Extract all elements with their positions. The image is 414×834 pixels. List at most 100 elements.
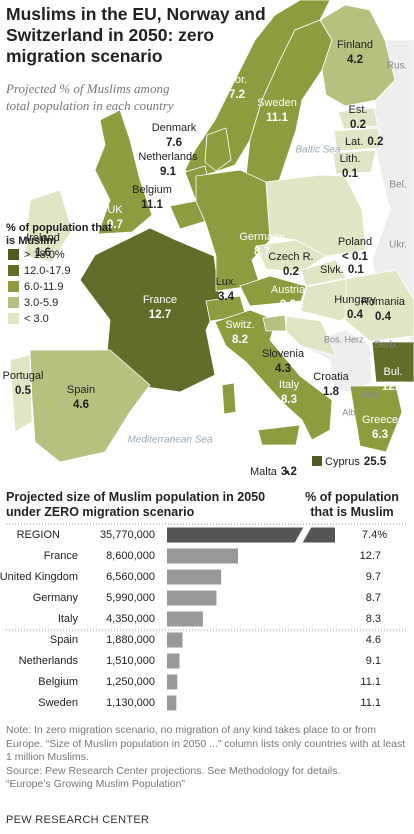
pct-label: 9.7: [366, 571, 381, 583]
value-label: 1,130,000: [106, 697, 155, 709]
pct-column-title: % of population that is Muslim: [305, 490, 399, 519]
country-value: 25.5: [364, 456, 387, 468]
country-name: Lat.: [345, 136, 363, 148]
pct-label: 7.4%: [362, 529, 387, 541]
pct-label: 11.1: [360, 676, 381, 688]
uk: [94, 109, 153, 235]
sardinia: [221, 382, 237, 415]
title: Muslims in the EU, Norway and Switzerlan…: [6, 4, 266, 66]
country-name: Finland: [337, 39, 373, 51]
country-name: Est.: [349, 104, 368, 116]
greece: [349, 385, 403, 453]
value-label: 4,350,000: [106, 613, 155, 625]
note: Note: In zero migration scenario, no mig…: [6, 724, 406, 763]
value-label: 1,880,000: [106, 634, 155, 646]
country-value: 8.2: [232, 334, 248, 346]
country-name: Netherlands: [138, 151, 198, 163]
country-name: Nor.: [227, 74, 247, 86]
country-value: 0.2: [283, 266, 299, 278]
pct-label: 8.3: [366, 613, 381, 625]
country-value: 4.3: [275, 363, 291, 375]
country-name: Portugal: [3, 370, 44, 382]
estonia: [337, 107, 379, 130]
portugal: [9, 354, 33, 433]
country-value: 0.5: [15, 385, 32, 397]
country-value: 0.2: [350, 119, 366, 131]
row-label: France: [44, 550, 78, 562]
country-name: Germany: [239, 231, 285, 243]
slovenia: [262, 314, 287, 332]
country-value: 8.7: [254, 246, 270, 258]
footer: PEW RESEARCH CENTER: [6, 814, 150, 826]
country-name: Spain: [67, 384, 95, 396]
country-value: 1.8: [323, 386, 340, 398]
country-name: Czech R.: [268, 251, 313, 263]
bar: [167, 527, 335, 543]
legend-label: > 18.0%: [24, 249, 65, 261]
country-name: Italy: [279, 379, 300, 391]
row-label: Sweden: [38, 697, 78, 709]
country-name: Slovenia: [262, 348, 305, 360]
denmark: [204, 127, 232, 172]
legend-label: 6.0-11.9: [24, 281, 64, 293]
value-label: 1,510,000: [106, 655, 155, 667]
country-value: 9.3: [280, 299, 296, 311]
sicily: [257, 424, 301, 446]
country-value: 4.6: [73, 399, 89, 411]
bar: [167, 674, 178, 690]
legend-swatch: [8, 313, 19, 324]
region-label: Bel.: [389, 180, 406, 191]
country-name: UK: [107, 204, 123, 216]
region-label: Rus.: [387, 61, 408, 72]
legend-swatch: [8, 265, 19, 276]
value-label: 5,990,000: [106, 592, 155, 604]
region-label: Alb.: [342, 407, 358, 417]
region-label: Mac.: [361, 390, 383, 401]
country-value: 3.4: [218, 291, 235, 303]
row-label: Spain: [50, 634, 78, 646]
region-label: Baltic Sea: [295, 145, 340, 156]
country-value: 0.4: [375, 311, 392, 323]
legend-swatch: [8, 297, 19, 308]
country-name: Lux.: [216, 276, 237, 288]
country-name: Sweden: [257, 97, 297, 109]
country-value: < 0.1: [342, 251, 369, 263]
source: Source: Pew Research Center projections.…: [6, 764, 341, 777]
country-name: Romania: [361, 296, 406, 308]
country-name: Belgium: [132, 184, 172, 196]
legend-label: 3.0-5.9: [24, 297, 58, 309]
lithuania: [332, 149, 377, 175]
value-label: 1,250,000: [106, 676, 155, 688]
bar-column-title: Projected size of Muslim population in 2…: [6, 490, 266, 519]
bar: [167, 548, 238, 564]
country-name: Greece: [362, 414, 398, 426]
slovakia: [300, 259, 347, 287]
land: [9, 0, 414, 474]
row-label: Germany: [33, 592, 79, 604]
croatia: [285, 315, 337, 357]
pct-label: 11.1: [360, 697, 381, 709]
region-label: Ukr.: [389, 240, 407, 251]
country-name: Croatia: [313, 371, 349, 383]
poland: [265, 174, 367, 257]
bar: [167, 569, 222, 585]
pct-label: 12.7: [360, 550, 381, 562]
country-name: Switz.: [225, 319, 254, 331]
bar: [167, 590, 217, 606]
bar: [167, 632, 183, 648]
country-name: Lith.: [340, 153, 361, 165]
region-label: Bos. Herz.: [324, 334, 366, 344]
legend-title: % of population that is Muslim: [6, 222, 112, 247]
country-value: 4.2: [347, 54, 363, 66]
citation: “Europe’s Growing Muslim Population”: [6, 778, 185, 790]
france: [79, 227, 221, 393]
row-label: REGION: [17, 529, 60, 541]
country-value: 7.6: [166, 137, 182, 149]
romania: [345, 269, 414, 342]
bar: [167, 695, 177, 711]
row-label: United Kingdom: [0, 571, 78, 583]
country-value: 12.5: [382, 381, 405, 393]
country-name: France: [143, 294, 177, 306]
country-value: 3.2: [281, 466, 297, 478]
